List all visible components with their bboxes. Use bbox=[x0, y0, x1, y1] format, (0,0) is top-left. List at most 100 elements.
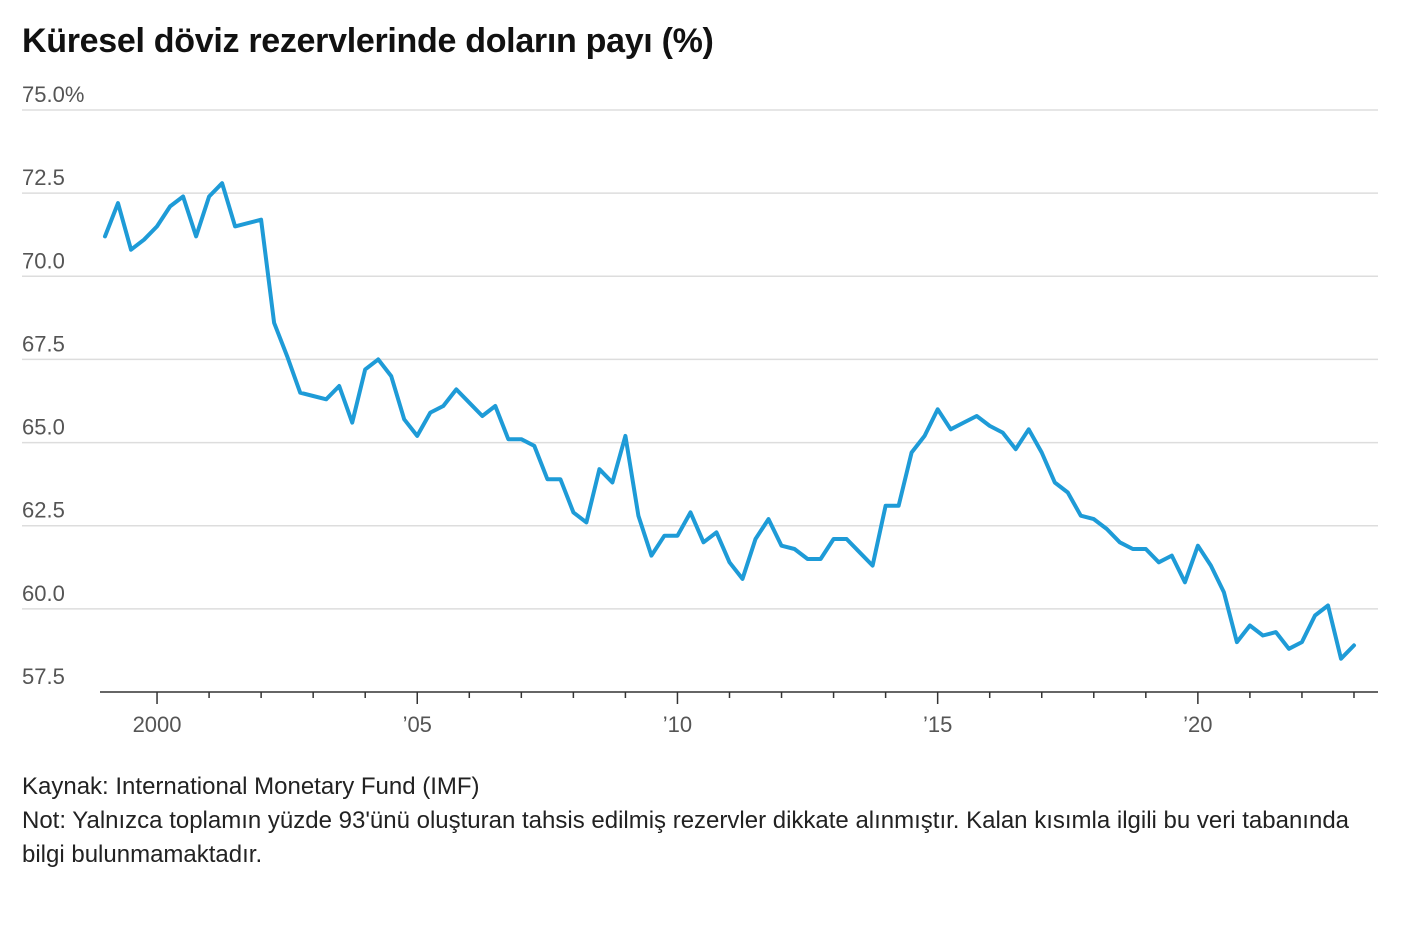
data-point bbox=[962, 421, 966, 425]
data-point bbox=[871, 564, 875, 568]
data-point bbox=[402, 417, 406, 421]
data-point bbox=[259, 218, 263, 222]
data-point bbox=[454, 387, 458, 391]
data-point bbox=[1222, 590, 1226, 594]
data-point bbox=[207, 194, 211, 198]
y-axis-tick-labels: 57.5 60.0 62.5 65.0 67.5 70.0 72.5 75.0% bbox=[22, 82, 84, 689]
data-point bbox=[1170, 554, 1174, 558]
data-point bbox=[1183, 580, 1187, 584]
data-point bbox=[1105, 527, 1109, 531]
data-point bbox=[1300, 640, 1304, 644]
data-point bbox=[819, 557, 823, 561]
data-point bbox=[1209, 564, 1213, 568]
data-point bbox=[441, 404, 445, 408]
data-point bbox=[1079, 514, 1083, 518]
data-point bbox=[780, 544, 784, 548]
data-point bbox=[741, 577, 745, 581]
data-point bbox=[1144, 547, 1148, 551]
data-point bbox=[571, 510, 575, 514]
data-point bbox=[467, 401, 471, 405]
data-point bbox=[480, 414, 484, 418]
y-tick-label: 65.0 bbox=[22, 415, 65, 440]
data-point bbox=[767, 517, 771, 521]
data-point bbox=[610, 480, 614, 484]
data-point bbox=[285, 354, 289, 358]
data-point bbox=[701, 540, 705, 544]
data-point bbox=[1352, 643, 1356, 647]
data-point bbox=[493, 404, 497, 408]
data-point bbox=[142, 238, 146, 242]
data-point bbox=[675, 534, 679, 538]
data-point bbox=[415, 434, 419, 438]
data-point bbox=[311, 394, 315, 398]
data-point bbox=[194, 234, 198, 238]
data-point bbox=[428, 411, 432, 415]
data-point bbox=[754, 537, 758, 541]
chart-footer: Kaynak: International Monetary Fund (IMF… bbox=[22, 770, 1392, 872]
data-point bbox=[246, 221, 250, 225]
data-point bbox=[845, 537, 849, 541]
data-point bbox=[1248, 623, 1252, 627]
x-tick-label: 2000 bbox=[133, 712, 182, 737]
data-point bbox=[910, 451, 914, 455]
data-point bbox=[1261, 633, 1265, 637]
data-point bbox=[350, 421, 354, 425]
data-point bbox=[545, 477, 549, 481]
y-tick-label: 72.5 bbox=[22, 165, 65, 190]
data-point bbox=[688, 510, 692, 514]
data-point bbox=[1287, 647, 1291, 651]
data-point bbox=[584, 520, 588, 524]
data-point bbox=[363, 367, 367, 371]
data-point bbox=[1326, 604, 1330, 608]
data-point bbox=[597, 467, 601, 471]
data-point bbox=[1235, 640, 1239, 644]
data-point bbox=[103, 234, 107, 238]
data-point bbox=[714, 530, 718, 534]
data-point bbox=[1196, 544, 1200, 548]
data-point bbox=[519, 437, 523, 441]
data-point bbox=[233, 224, 237, 228]
y-tick-label: 57.5 bbox=[22, 664, 65, 689]
x-axis: 2000 ’05 ’10 ’15 ’20 bbox=[100, 691, 1378, 737]
data-point bbox=[936, 407, 940, 411]
x-tick-label: ’15 bbox=[923, 712, 952, 737]
y-tick-label: 75.0% bbox=[22, 82, 84, 107]
data-point bbox=[155, 224, 159, 228]
data-point bbox=[1157, 560, 1161, 564]
data-point bbox=[116, 201, 120, 205]
chart-title: Küresel döviz rezervlerinde doların payı… bbox=[22, 22, 714, 60]
data-point bbox=[949, 427, 953, 431]
data-point bbox=[337, 384, 341, 388]
data-point bbox=[324, 397, 328, 401]
data-point bbox=[858, 550, 862, 554]
data-point bbox=[181, 194, 185, 198]
data-point bbox=[1027, 427, 1031, 431]
data-point bbox=[1313, 614, 1317, 618]
data-point bbox=[1274, 630, 1278, 634]
x-tick-label: ’20 bbox=[1183, 712, 1212, 737]
data-point bbox=[988, 424, 992, 428]
data-point bbox=[884, 504, 888, 508]
data-point bbox=[389, 374, 393, 378]
data-point bbox=[1014, 447, 1018, 451]
data-point bbox=[168, 204, 172, 208]
data-point bbox=[129, 248, 133, 252]
data-point bbox=[623, 434, 627, 438]
x-tick-label: ’05 bbox=[403, 712, 432, 737]
data-point bbox=[376, 357, 380, 361]
data-point bbox=[1040, 451, 1044, 455]
data-point bbox=[1118, 540, 1122, 544]
data-point bbox=[649, 554, 653, 558]
series-layer bbox=[103, 181, 1356, 661]
data-point bbox=[1066, 490, 1070, 494]
data-point bbox=[298, 391, 302, 395]
data-point bbox=[636, 514, 640, 518]
data-point bbox=[1092, 517, 1096, 521]
y-tick-label: 70.0 bbox=[22, 248, 65, 273]
data-point bbox=[1339, 657, 1343, 661]
data-point bbox=[806, 557, 810, 561]
y-tick-label: 62.5 bbox=[22, 498, 65, 523]
data-point bbox=[662, 534, 666, 538]
data-point bbox=[975, 414, 979, 418]
data-point bbox=[506, 437, 510, 441]
